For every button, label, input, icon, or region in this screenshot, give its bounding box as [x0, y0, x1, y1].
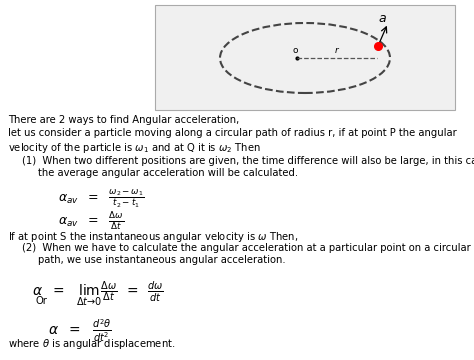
- Text: $\alpha_{av}\ \ =\ \ \frac{\Delta\omega}{\Delta t}$: $\alpha_{av}\ \ =\ \ \frac{\Delta\omega}…: [58, 210, 124, 232]
- Text: a: a: [378, 12, 386, 24]
- Text: velocity of the particle is $\omega_1$ and at Q it is $\omega_2$ Then: velocity of the particle is $\omega_1$ a…: [8, 141, 261, 155]
- Text: $\alpha_{av}\ \ =\ \ \frac{\omega_2 - \omega_1}{t_2 - t_1}$: $\alpha_{av}\ \ =\ \ \frac{\omega_2 - \o…: [58, 188, 145, 210]
- Text: let us consider a particle moving along a circular path of radius r, if at point: let us consider a particle moving along …: [8, 128, 457, 138]
- Text: (2)  When we have to calculate the angular acceleration at a particular point on: (2) When we have to calculate the angula…: [22, 243, 471, 253]
- Text: the average angular acceleration will be calculated.: the average angular acceleration will be…: [38, 168, 298, 178]
- Text: If at point S the instantaneous angular velocity is $\omega$ Then,: If at point S the instantaneous angular …: [8, 230, 298, 244]
- Text: path, we use instantaneous angular acceleration.: path, we use instantaneous angular accel…: [38, 255, 286, 265]
- Text: where $\theta$ is angular displacement.: where $\theta$ is angular displacement.: [8, 337, 175, 351]
- Text: o: o: [292, 46, 298, 55]
- Text: $\alpha\ \ =\ \ \lim_{\Delta t \to 0}\frac{\Delta\omega}{\Delta t}\ \ =\ \ \frac: $\alpha\ \ =\ \ \lim_{\Delta t \to 0}\fr…: [32, 279, 164, 307]
- Bar: [155, 5, 455, 110]
- Text: There are 2 ways to find Angular acceleration,: There are 2 ways to find Angular acceler…: [8, 115, 239, 125]
- Text: (1)  When two different positions are given, the time difference will also be la: (1) When two different positions are giv…: [22, 156, 474, 166]
- Text: r: r: [335, 46, 339, 55]
- Text: $\alpha\ \ =\ \ \frac{d^2\theta}{dt^2}$: $\alpha\ \ =\ \ \frac{d^2\theta}{dt^2}$: [48, 318, 112, 344]
- Text: Or: Or: [36, 296, 48, 306]
